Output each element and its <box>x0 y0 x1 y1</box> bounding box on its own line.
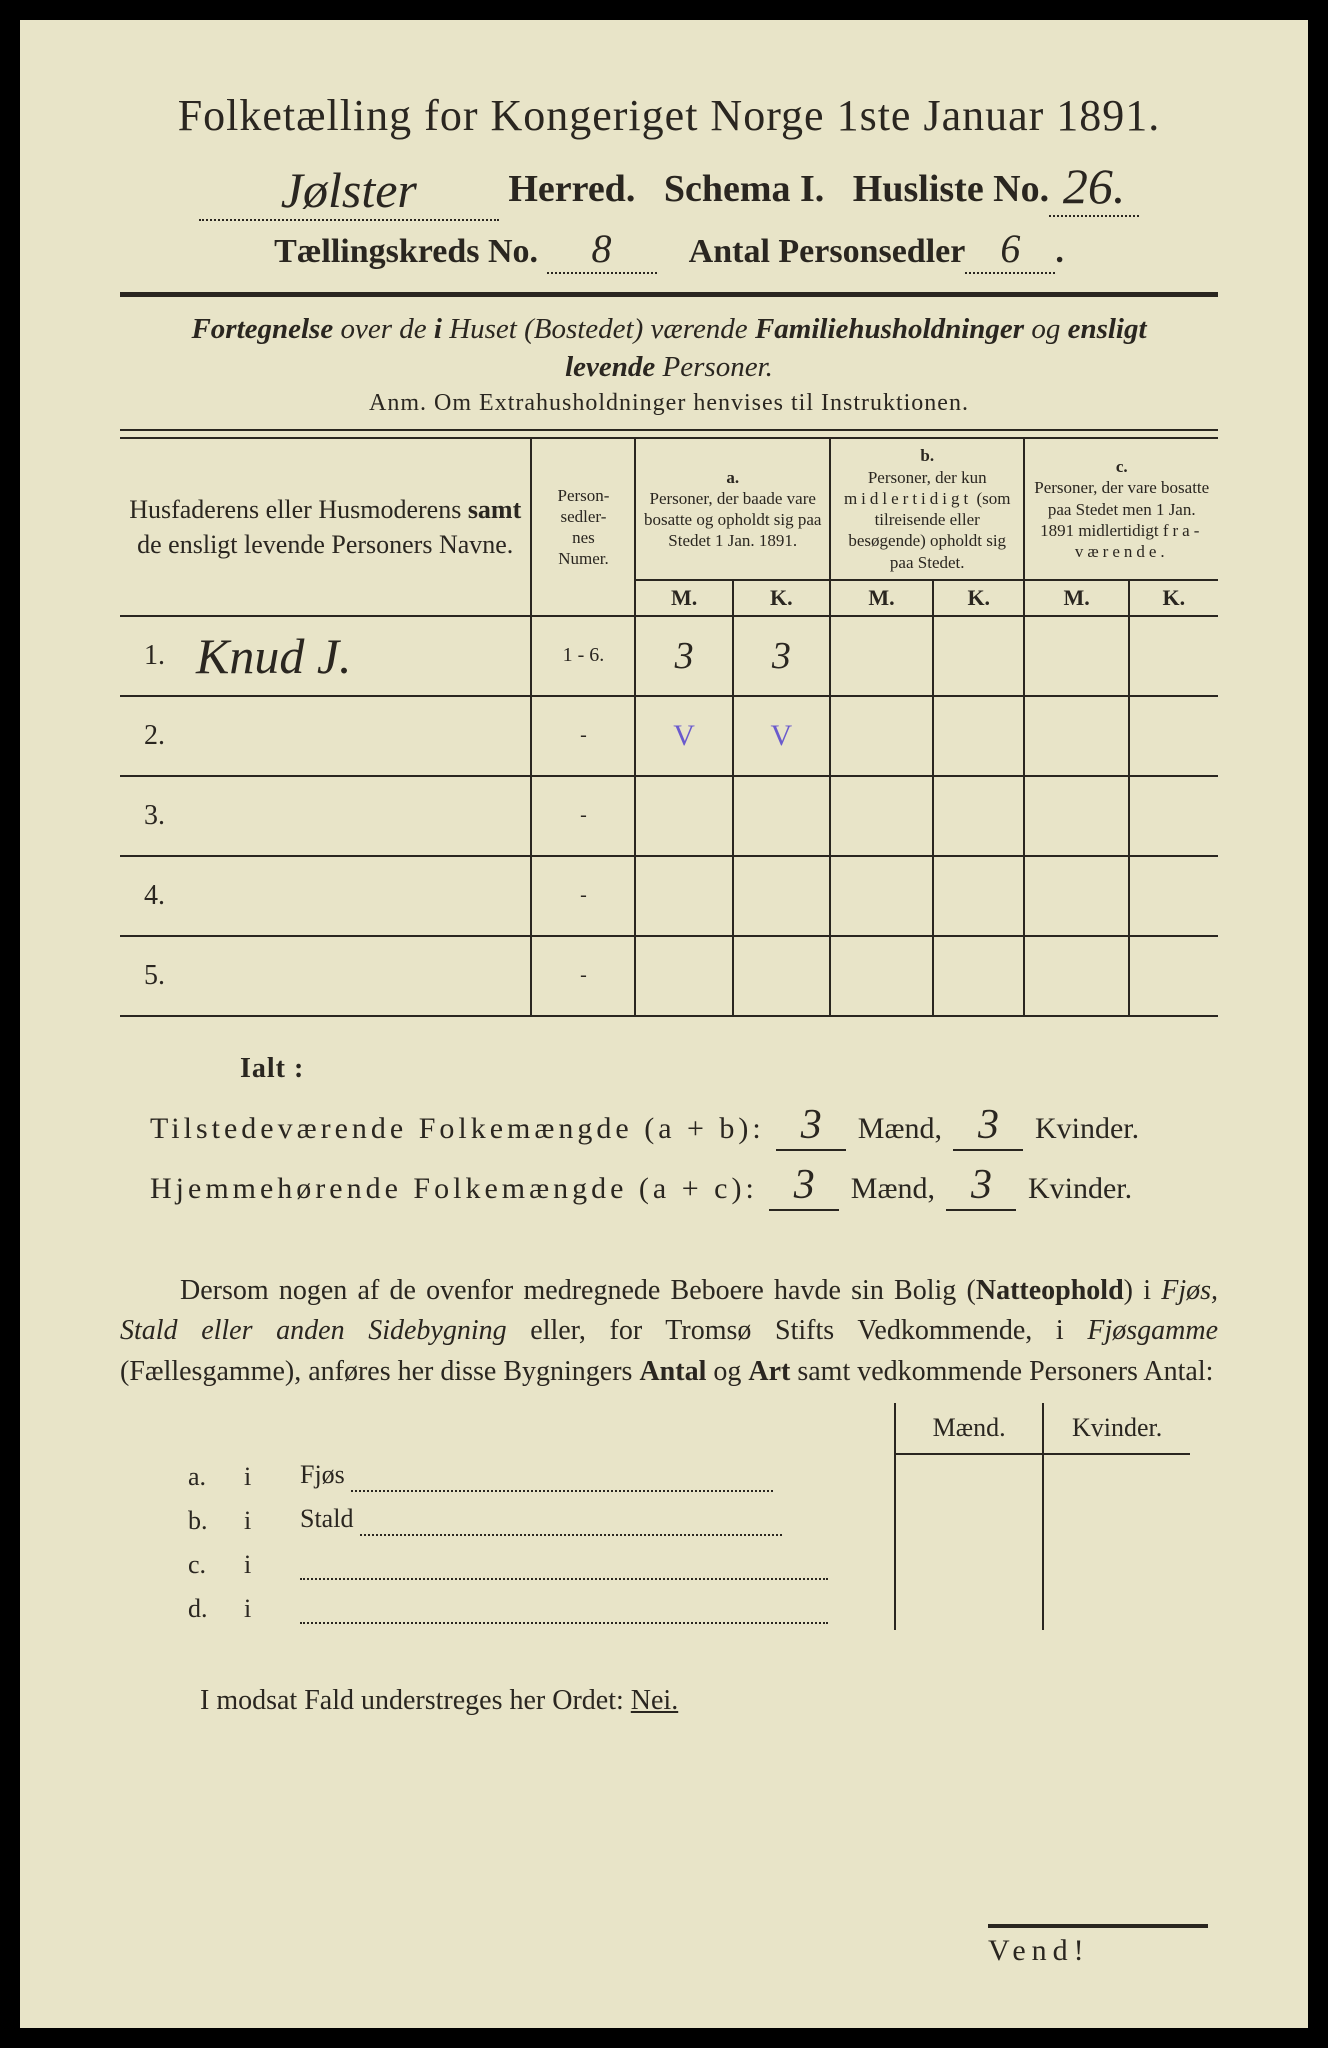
totals-hjemme: Hjemmehørende Folkemængde (a + c): 3 Mæn… <box>150 1161 1218 1211</box>
tilstede-label: Tilstedeværende Folkemængde (a + b): <box>150 1112 765 1145</box>
tilstede-k: 3 <box>953 1101 1023 1151</box>
modsat-line: I modsat Fald understreges her Ordet: Ne… <box>200 1685 1218 1717</box>
totals-tilstede: Tilstedeværende Folkemængde (a + b): 3 M… <box>150 1101 1218 1151</box>
header-line-2: Jølster Herred. Schema I. Husliste No.26… <box>120 155 1218 215</box>
herred-label: Herred. <box>508 168 635 210</box>
antal-no: 6 <box>965 225 1055 274</box>
table-row: 4. - <box>120 856 1218 936</box>
col-b-m: M. <box>830 580 933 616</box>
census-form-page: Folketælling for Kongeriget Norge 1ste J… <box>20 20 1308 2028</box>
kreds-label: Tællingskreds No. <box>274 233 538 270</box>
husliste-label: Husliste No. <box>853 168 1049 210</box>
divider-thin <box>120 1015 1218 1017</box>
schema-label: Schema I. <box>664 168 824 210</box>
divider-thin <box>120 429 1218 431</box>
col-a: a. Personer, der baade vare bosatte og o… <box>635 438 830 580</box>
sub-row: c. i <box>180 1542 1190 1586</box>
hjemme-label: Hjemmehørende Folkemængde (a + c): <box>150 1172 758 1205</box>
tilstede-m: 3 <box>776 1101 846 1151</box>
col-b: b. Personer, der kun midlertidigt (som t… <box>830 438 1025 580</box>
antal-label: Antal Personsedler <box>689 233 966 270</box>
sub-row: b. i Stald <box>180 1498 1190 1542</box>
vend-label: Vend! <box>988 1924 1208 1968</box>
nei-word: Nei. <box>631 1685 678 1716</box>
sub-row: d. i <box>180 1586 1190 1630</box>
col-names: Husfaderens eller Husmoderens samt de en… <box>120 438 531 616</box>
table-row: 1. Knud J. 1 - 6. 3 3 <box>120 616 1218 696</box>
col-a-m: M. <box>635 580 732 616</box>
table-row: 3. - <box>120 776 1218 856</box>
col-personsedler: Person-sedler-nesNumer. <box>531 438 635 616</box>
hjemme-m: 3 <box>769 1161 839 1211</box>
building-paragraph: Dersom nogen af de ovenfor medregnede Be… <box>120 1271 1218 1393</box>
col-c: c. Personer, der vare bosatte paa Stedet… <box>1024 438 1218 580</box>
herred-value: Jølster <box>199 161 499 221</box>
sub-k-head: Kvinder. <box>1043 1403 1190 1454</box>
col-a-k: K. <box>733 580 830 616</box>
table-row: 2. - V V <box>120 696 1218 776</box>
table-row: 5. - <box>120 936 1218 1015</box>
kreds-no: 8 <box>547 225 657 274</box>
col-c-k: K. <box>1129 580 1218 616</box>
sub-m-head: Mænd. <box>895 1403 1043 1454</box>
ialt-label: Ialt : <box>240 1053 1218 1085</box>
hjemme-k: 3 <box>946 1161 1016 1211</box>
main-table: Husfaderens eller Husmoderens samt de en… <box>120 437 1218 1015</box>
intro-text: Fortegnelse over de i Huset (Bostedet) v… <box>120 311 1218 386</box>
header-line-3: Tællingskreds No. 8 Antal Personsedler6. <box>120 225 1218 274</box>
sub-table: Mænd. Kvinder. a. i Fjøs b. i Stald c. i… <box>180 1403 1190 1630</box>
col-b-k: K. <box>933 580 1024 616</box>
page-title: Folketælling for Kongeriget Norge 1ste J… <box>120 90 1218 141</box>
anm-text: Anm. Om Extrahusholdninger henvises til … <box>120 390 1218 417</box>
col-c-m: M. <box>1024 580 1128 616</box>
divider <box>120 292 1218 297</box>
husliste-no: 26. <box>1049 157 1139 217</box>
sub-row: a. i Fjøs <box>180 1454 1190 1498</box>
